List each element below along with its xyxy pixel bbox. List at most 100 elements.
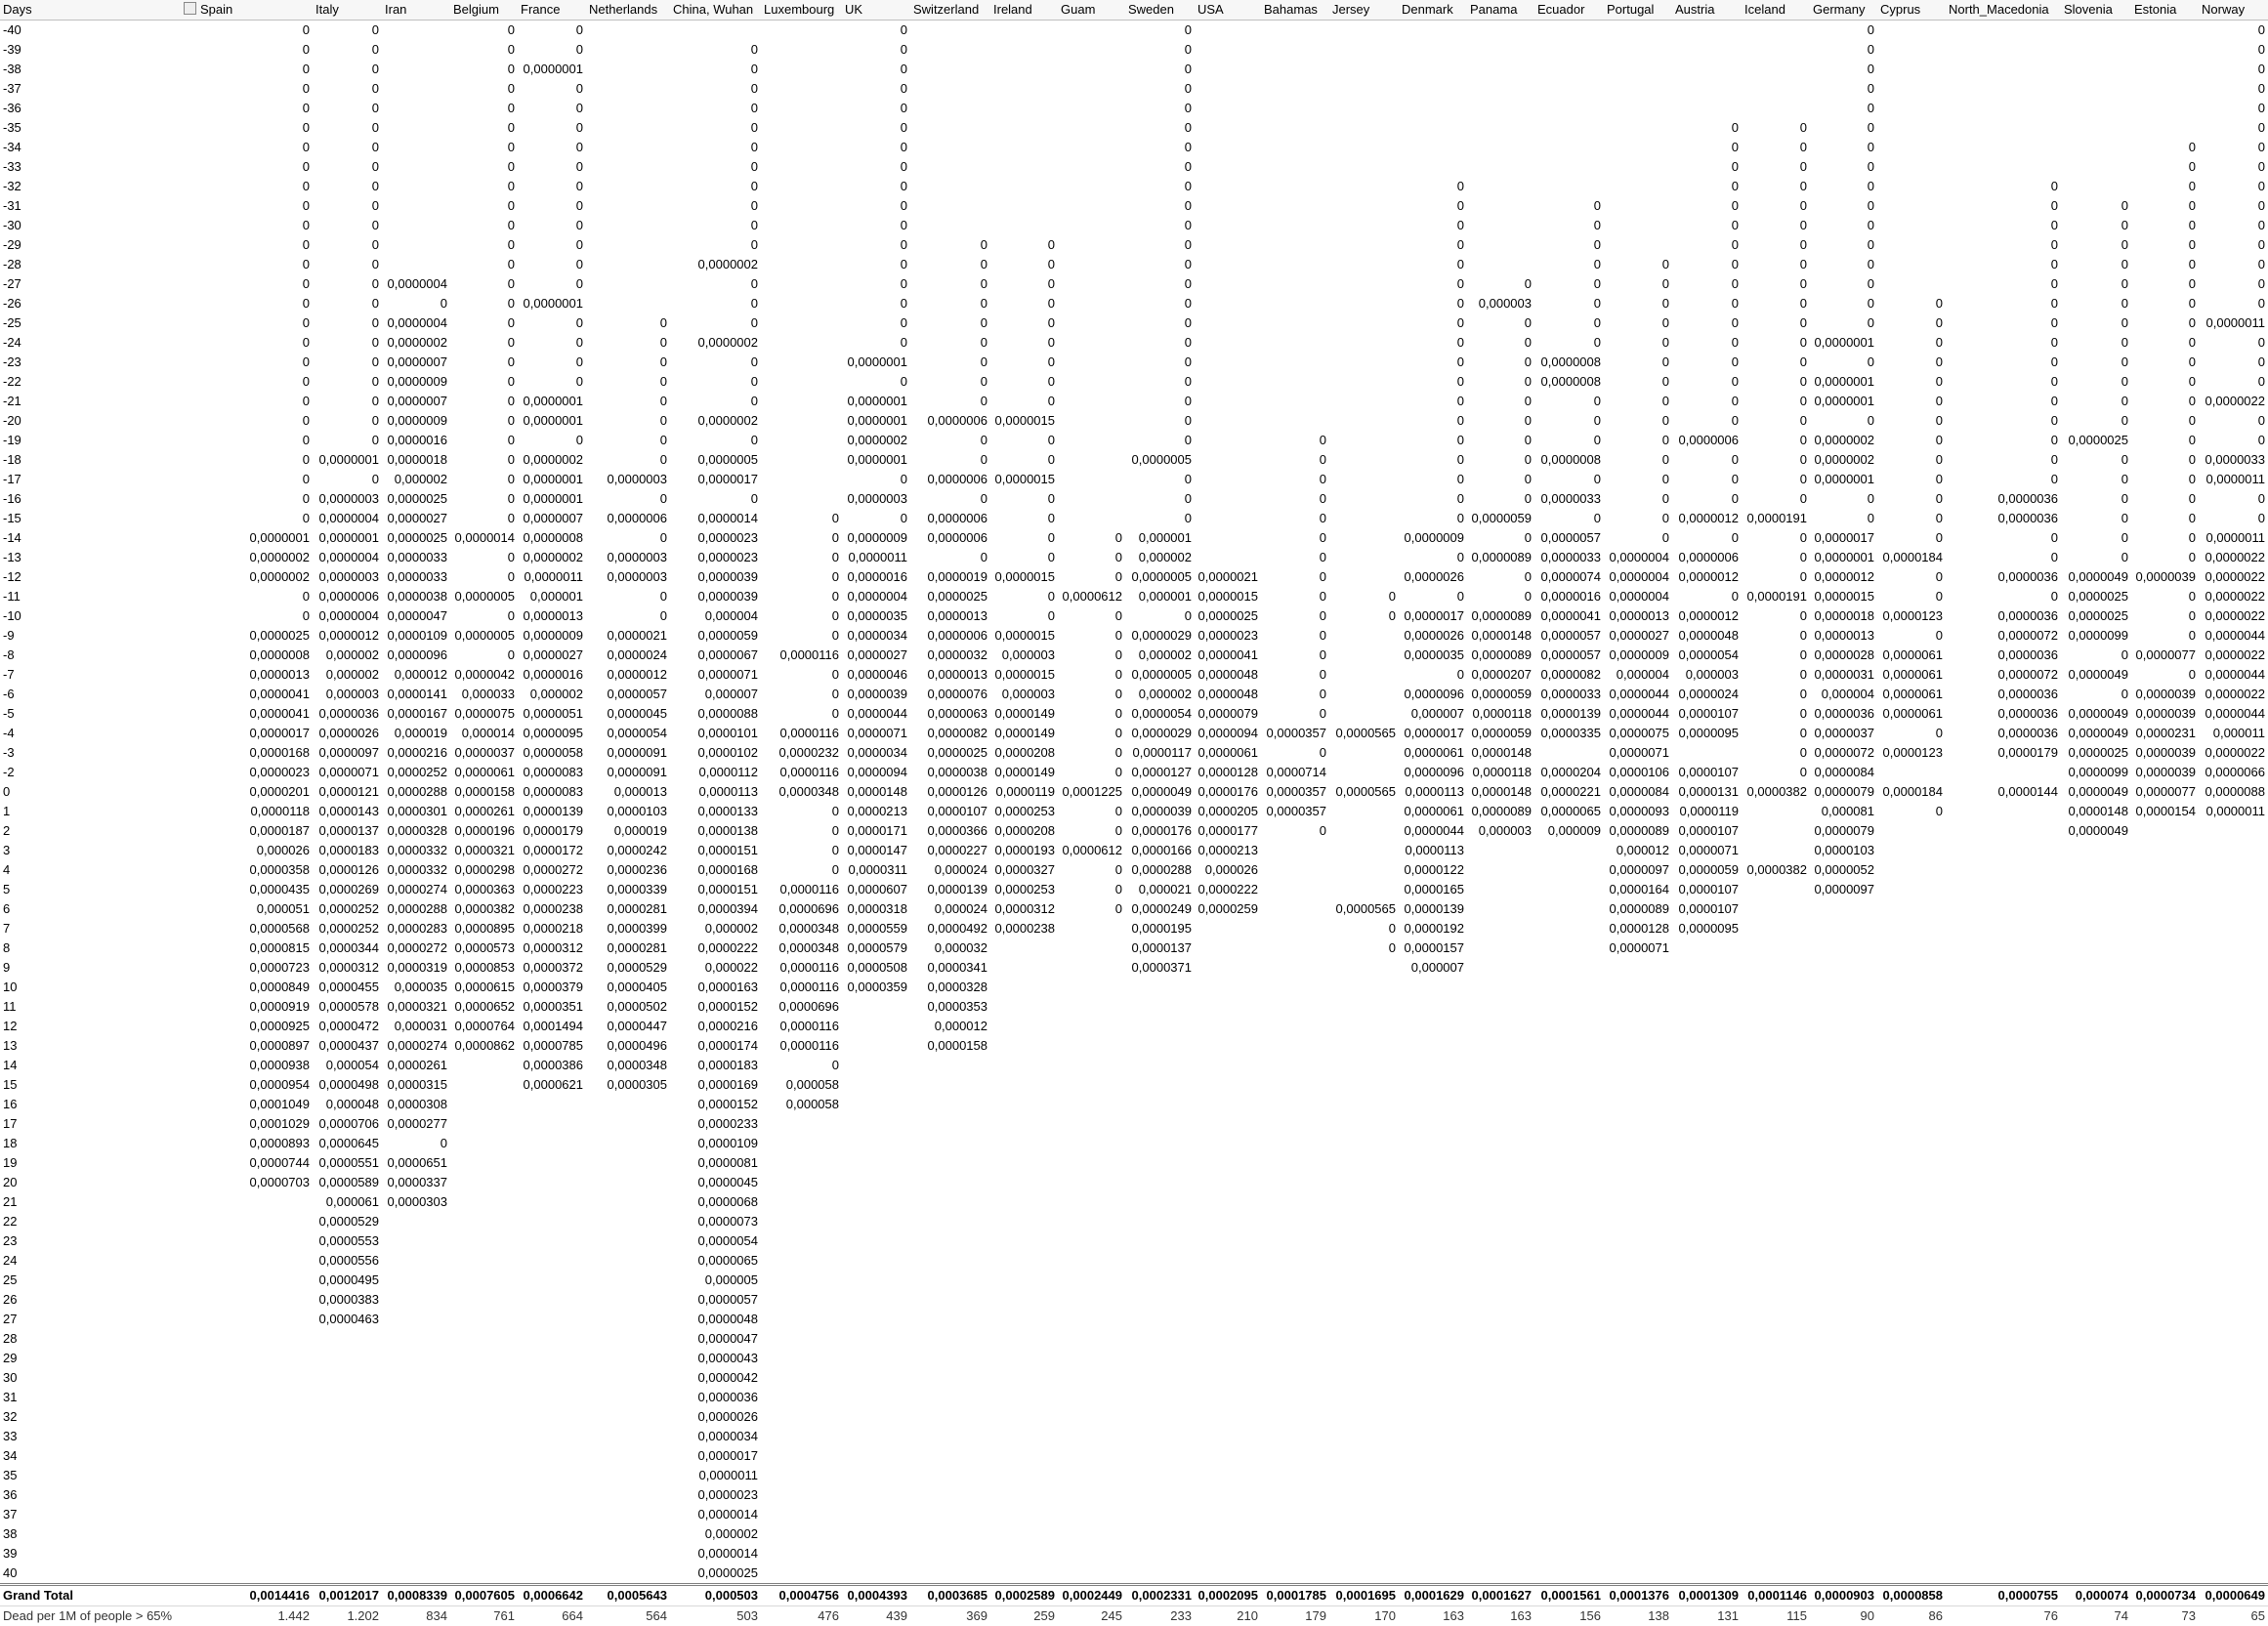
cell-text: 0: [832, 569, 839, 584]
cell: [1329, 841, 1399, 860]
cell: [1125, 1036, 1195, 1056]
cell: 0,0000191: [1742, 509, 1810, 528]
cell: 0: [670, 177, 761, 196]
cell: [1534, 1134, 1604, 1153]
cell-text: 0,0000001: [524, 413, 583, 428]
cell: 0,0000018: [1810, 606, 1877, 626]
cell: 0: [1604, 255, 1672, 274]
cell-text: 0,0000011: [2206, 472, 2266, 486]
cell: 0: [1810, 216, 1877, 235]
cell: [586, 157, 670, 177]
cell: 0,0000184: [1877, 782, 1946, 802]
cell: [1877, 21, 1946, 41]
cell: [1261, 157, 1329, 177]
cell-text: 0,0000126: [319, 862, 379, 877]
cell-text: 0,0000195: [1132, 921, 1192, 936]
cell: 0,0000005: [1125, 665, 1195, 685]
cell: [1604, 1310, 1672, 1329]
cell: 0,0000025: [910, 743, 990, 763]
cell: [1125, 1056, 1195, 1075]
cell-text: 0,0000001: [319, 452, 379, 467]
cell: [2061, 1192, 2131, 1212]
cell-text: 40: [3, 1565, 17, 1580]
cell: [990, 40, 1058, 60]
cell: [1742, 1466, 1810, 1485]
cell: [761, 138, 842, 157]
row-label: 19: [0, 1153, 181, 1173]
cell: 0,0000022: [2199, 392, 2268, 411]
cell: [181, 1212, 313, 1231]
cell: [2199, 1290, 2268, 1310]
cell-text: 0,0000328: [388, 823, 447, 838]
cell: [1467, 919, 1534, 938]
cell: 0,0000008: [1534, 450, 1604, 470]
cell: 0: [670, 489, 761, 509]
cell-text: 0: [1868, 413, 1874, 428]
cell: 0,0000223: [518, 880, 586, 899]
cell: [761, 1563, 842, 1585]
cell: 0,0000061: [450, 763, 518, 782]
cell: [382, 1485, 450, 1505]
row-label: 36: [0, 1485, 181, 1505]
cell-text: 0: [508, 374, 515, 389]
cell: [1742, 1524, 1810, 1544]
cell-text: 0,0000382: [455, 901, 515, 916]
cell: 0: [313, 235, 382, 255]
cell: 0,0000498: [313, 1075, 382, 1095]
row-label: -9: [0, 626, 181, 646]
cell: [1058, 392, 1125, 411]
cell: 0,0000089: [1467, 606, 1534, 626]
cell: [842, 1075, 910, 1095]
cell: 0: [1261, 704, 1329, 724]
cell: [382, 1271, 450, 1290]
cell-text: 0,0000065: [698, 1253, 758, 1268]
cell: 0,0000057: [1534, 646, 1604, 665]
cell: 0,0000371: [1125, 958, 1195, 978]
cell: 0,0000113: [1399, 782, 1467, 802]
cell: [1946, 821, 2061, 841]
cell: [1125, 1544, 1195, 1563]
cell-text: 0,0000121: [319, 784, 379, 799]
cell: 0,0000298: [450, 860, 518, 880]
cell-text: 0: [2051, 374, 2058, 389]
cell: [1672, 1524, 1742, 1544]
cell: 0: [1125, 353, 1195, 372]
cell: 0: [1125, 294, 1195, 313]
cell: [1534, 1036, 1604, 1056]
cell: 0: [1672, 392, 1742, 411]
cell: [1195, 1524, 1261, 1544]
cell: 0,000058: [761, 1075, 842, 1095]
cell-text: 0: [2258, 257, 2265, 271]
cell: [1195, 255, 1261, 274]
cell-text: 0: [1800, 608, 1807, 623]
cell: 0: [450, 294, 518, 313]
cell: 0,0000205: [1195, 802, 1261, 821]
cell: 0: [2131, 255, 2199, 274]
cell-text: 0: [832, 687, 839, 701]
cell: [1810, 1075, 1877, 1095]
cell: [586, 1114, 670, 1134]
cell: 0: [1672, 353, 1742, 372]
filter-button[interactable]: [184, 2, 196, 15]
cell: 0,0000139: [910, 880, 990, 899]
cell: 0,000035: [382, 978, 450, 997]
cell: 0,0000339: [586, 880, 670, 899]
cell-text: 0,0000895: [455, 921, 515, 936]
cell-text: 0: [508, 62, 515, 76]
row-label: 13: [0, 1036, 181, 1056]
cell: [1329, 685, 1399, 704]
cell: [1058, 138, 1125, 157]
cell-text: 0: [1868, 22, 1874, 37]
cell: [1672, 1212, 1742, 1231]
cell-text: 0: [1320, 472, 1326, 486]
cell: 0: [761, 587, 842, 606]
cell: 0: [910, 274, 990, 294]
cell: 0: [1810, 235, 1877, 255]
cell: [1399, 1192, 1467, 1212]
cell: [761, 1349, 842, 1368]
cell: 0,0000165: [1399, 880, 1467, 899]
cell: [1195, 79, 1261, 99]
cell-text: 0: [2051, 218, 2058, 232]
cell-text: 0: [1936, 472, 1943, 486]
cell: [1534, 1427, 1604, 1446]
